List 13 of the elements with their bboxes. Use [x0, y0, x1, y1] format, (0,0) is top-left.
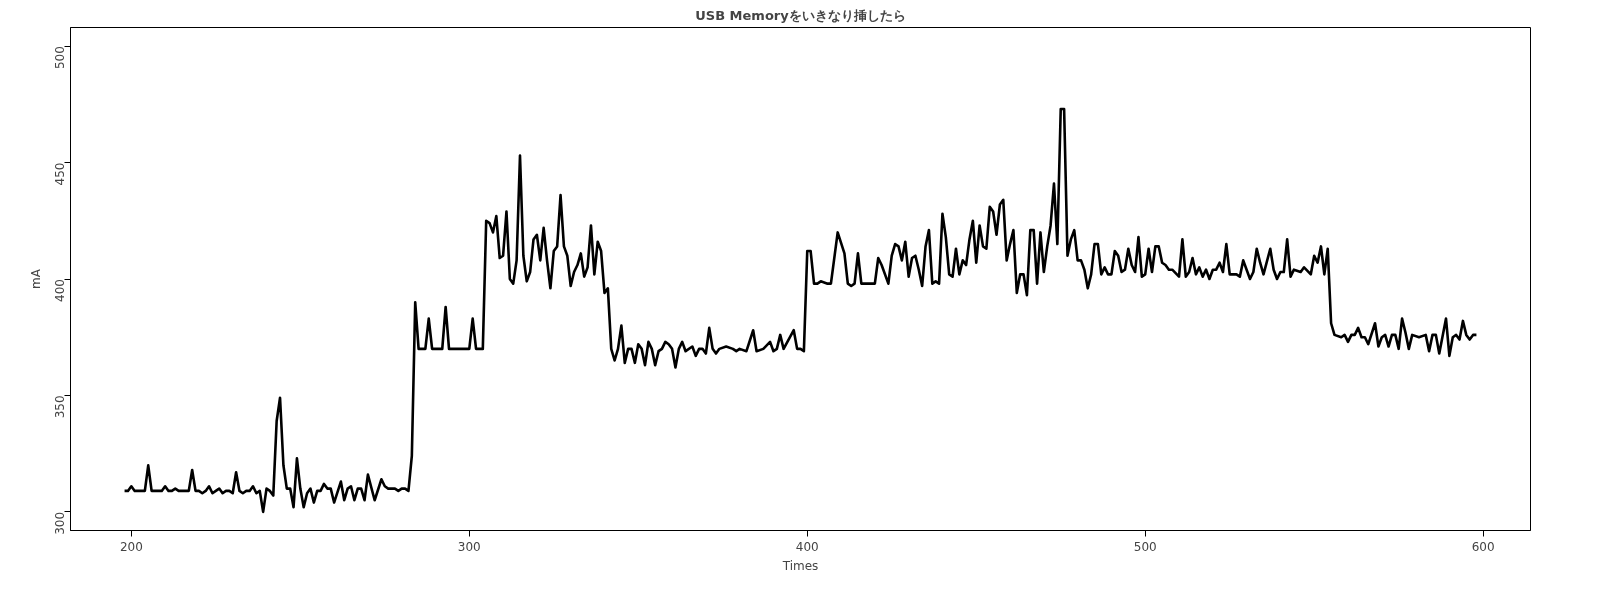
x-tick-label: 300	[457, 539, 481, 554]
y-tick-label: 300	[53, 511, 67, 535]
y-tick-label: 350	[53, 395, 67, 419]
y-tick-label: 400	[53, 279, 67, 302]
y-axis-title: mA	[28, 268, 43, 289]
x-tick-label: 200	[119, 539, 143, 554]
x-tick-label: 500	[1133, 539, 1157, 554]
x-tick-label: 400	[795, 539, 819, 554]
chart-title: USB Memoryをいきなり挿したら	[695, 7, 906, 23]
x-tick-label: 600	[1471, 539, 1495, 554]
y-tick-label: 500	[53, 46, 67, 70]
x-axis-title: Times	[781, 558, 819, 573]
y-tick-label: 450	[53, 162, 67, 186]
